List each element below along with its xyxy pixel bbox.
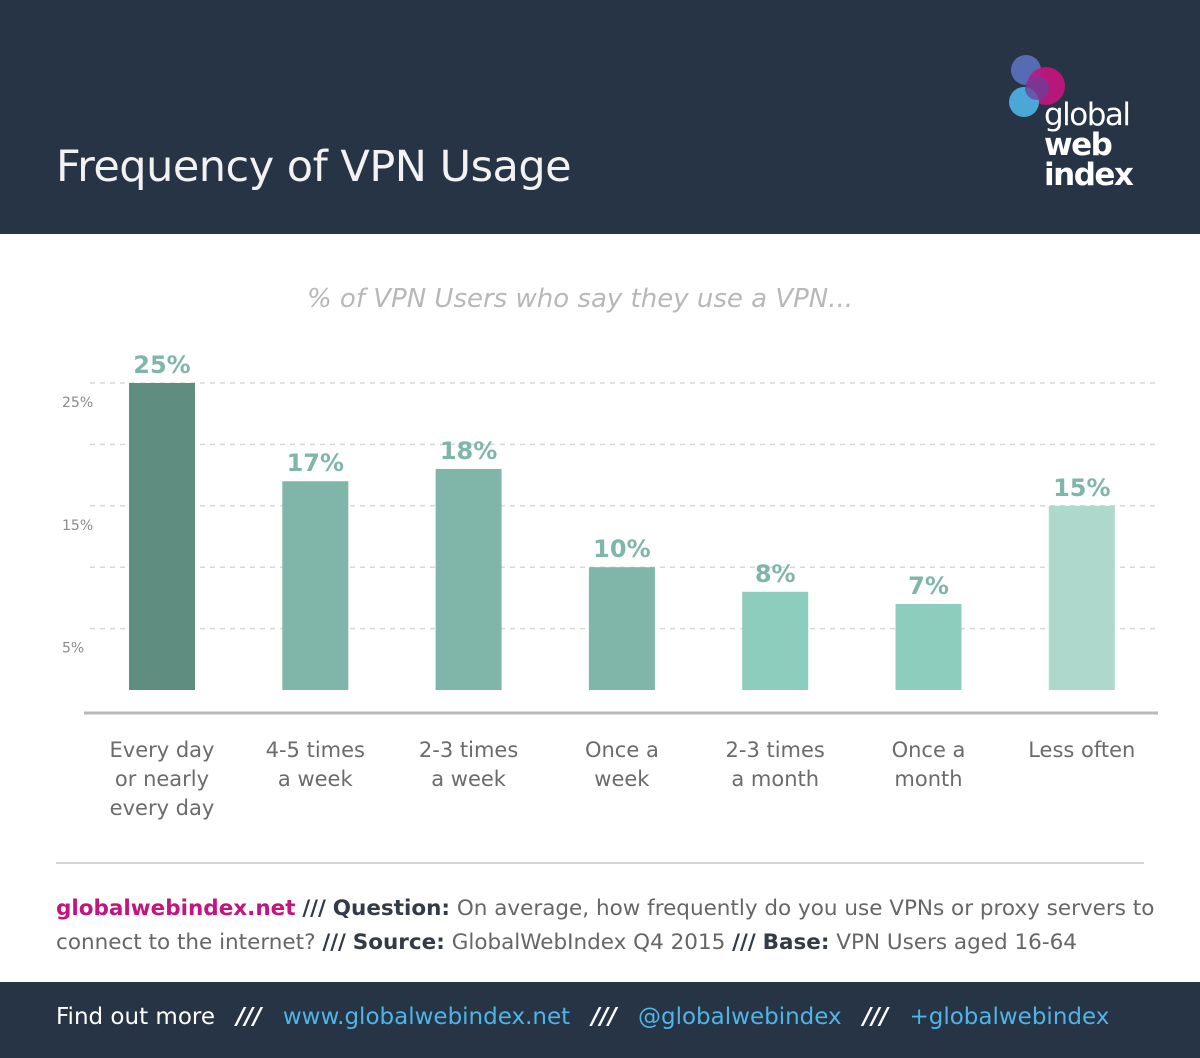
bottom-separator: /// [591,1004,617,1030]
bottom-separator: /// [862,1004,889,1030]
logo-circles-icon [1009,55,1065,117]
chart-title: % of VPN Users who say they use a VPN... [306,284,854,314]
category-label: or nearly [115,767,209,791]
bar [1048,505,1115,690]
source-text: GlobalWebIndex Q4 2015 [451,930,726,955]
category-label: week [594,767,650,791]
data-label: 17% [287,449,344,477]
data-label: 15% [1053,474,1110,502]
y-tick-label: 15% [62,518,93,534]
source-label: Source: [352,930,445,955]
footer-note: globalwebindex.net /// Question: On aver… [56,892,1156,960]
twitter-link[interactable]: @globalwebindex [637,1004,842,1030]
logo-word-index: index [1044,157,1134,193]
note-brand: globalwebindex.net [56,896,296,921]
bar [742,591,809,690]
base-text: VPN Users aged 16-64 [836,930,1077,955]
note-separator: /// [302,896,326,921]
bar [435,468,502,690]
page-title: Frequency of VPN Usage [56,142,572,192]
question-text: On average, how frequently do you use VP… [56,896,1155,955]
logo-word-web: web [1044,127,1113,163]
globalwebindex-logo: global web index [1000,40,1170,200]
website-link[interactable]: www.globalwebindex.net [282,1004,571,1030]
logo-word-global: global [1044,97,1131,133]
data-label: 7% [908,572,949,600]
category-label: 4-5 times [266,738,365,762]
data-label: 25% [133,351,190,379]
base-label: Base: [762,930,830,955]
category-label: Every day [110,738,215,762]
category-label: Once a [892,738,966,762]
data-label: 10% [593,535,650,563]
bar [129,383,195,690]
data-label: 8% [755,560,796,588]
category-label: every day [110,796,215,820]
bottom-bar: Find out more /// www.globalwebindex.net… [0,982,1200,1058]
gplus-link[interactable]: +globalwebindex [909,1004,1110,1030]
y-tick-label: 25% [62,395,93,411]
logo-wordmark: global web index [1044,97,1134,193]
bar-chart: 25% 15% 5% 25% Every day or nearly every day 17… [62,351,1158,820]
category-label: a week [278,767,354,791]
bottom-separator: /// [236,1004,262,1030]
category-label: Less often [1028,738,1135,762]
bottom-links-row: Find out more /// www.globalwebindex.net… [56,1004,1109,1030]
footer-divider [56,862,1144,864]
find-out-more-text: Find out more [56,1004,215,1030]
category-label: a week [431,767,507,791]
note-separator: /// [322,930,346,955]
bar [282,481,349,690]
header-bar: Frequency of VPN Usage global web index [0,0,1200,234]
category-label: 2-3 times [726,738,825,762]
category-label: month [894,767,962,791]
data-label: 18% [440,437,497,465]
question-label: Question: [332,896,451,921]
category-label: a month [731,767,819,791]
y-tick-label: 5% [62,641,84,657]
note-separator: /// [732,930,756,955]
bar [895,604,962,690]
category-label: 2-3 times [419,738,518,762]
category-label: Once a [585,738,659,762]
bar [588,567,655,690]
